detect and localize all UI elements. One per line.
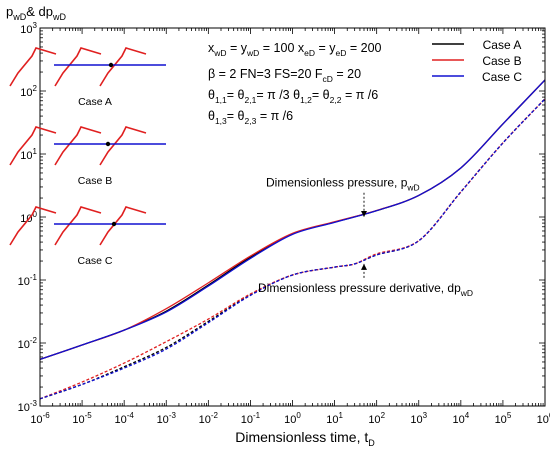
fracture [9,47,57,87]
pressure-arrowhead [360,211,367,217]
parameter-text: xwD = ywD = 100 xeD = yeD = 200 β = 2 FN=… [208,41,382,126]
parameter-line: β = 2 FN=3 FS=20 FcD = 20 [208,67,361,84]
series-line-derivative-case-c [39,98,546,400]
pressure-annotation: Dimensionless pressure, pwD [266,176,420,193]
y-axis-title-sub2: wD [52,12,66,22]
schematic-case-a: Case A [9,47,166,108]
y-axis-title-mid: & dp [26,4,53,19]
x-axis-title-main: Dimensionless time, t [235,429,368,445]
fracture [9,126,57,166]
y-tick-label: 102 [20,84,37,99]
well-point [105,141,111,147]
plot-frame [39,27,546,407]
x-tick-label: 10-6 [30,411,50,426]
x-tick-label: 10-2 [199,411,219,426]
legend-label: Case B [482,54,521,68]
schematic-label: Case A [78,96,112,108]
series-line-pressure-case-c [39,79,546,360]
y-axis-title-sub1: wD [12,12,26,22]
well-point [111,221,117,227]
well-point [108,62,114,68]
x-tick-label: 101 [326,411,343,426]
legend-label: Case C [482,70,522,84]
fracture [54,47,102,87]
derivative-annotation: Dimensionless pressure derivative, dpwD [258,281,473,298]
x-axis-title: Dimensionless time, tD [235,429,375,448]
series-layer [39,79,546,400]
x-tick-label: 104 [452,411,469,426]
y-tick-label: 100 [20,210,37,225]
fracture [99,206,147,246]
y-axis-title-p: p [6,4,13,19]
schematic-label: Case B [78,175,112,187]
schematic-case-c: Case C [9,206,166,267]
curve-annotations: Dimensionless pressure, pwD Dimensionless… [258,176,473,298]
y-tick-label: 10-3 [18,399,38,414]
x-tick-label: 102 [368,411,385,426]
x-tick-label: 103 [410,411,427,426]
axis-titles: pwD& dpwD Dimensionless time, tD [6,4,375,448]
y-tick-label: 10-2 [18,336,38,351]
legend: Case A Case B Case C [432,38,522,84]
schematic-case-b: Case B [9,126,166,187]
x-tick-label: 10-4 [114,411,134,426]
parameter-line: θ1,3= θ2,3 = π /6 [208,109,293,126]
fracture [54,206,102,246]
derivative-arrowhead [360,263,367,270]
x-axis-title-sub: D [368,438,375,448]
x-tick-label: 100 [284,411,301,426]
y-tick-label: 103 [20,21,37,36]
parameter-line: θ1,1= θ2,1= π /3 θ1,2= θ2,2 = π /6 [208,88,378,105]
x-tick-label: 10-3 [157,411,177,426]
legend-label: Case A [483,38,522,52]
x-tick-label: 10-1 [241,411,261,426]
y-axis-title: pwD& dpwD [6,4,66,22]
y-tick-label: 10-1 [18,273,38,288]
schematic-label: Case C [77,255,112,267]
fracture [54,126,102,166]
parameter-line: xwD = ywD = 100 xeD = yeD = 200 [208,41,382,58]
fracture-schematics: Case A Case B Case C [9,47,166,267]
fracture [99,47,147,87]
tick-labels: 10-6 10-5 10-4 10-3 10-2 10-1 100 101 102 103 104 1… [18,21,550,426]
fracture [99,126,147,166]
axis-ticks [39,27,546,407]
x-tick-label: 106 [537,411,550,426]
fracture [9,206,57,246]
x-tick-label: 105 [495,411,512,426]
x-tick-label: 10-5 [72,411,92,426]
y-tick-label: 101 [20,147,37,162]
